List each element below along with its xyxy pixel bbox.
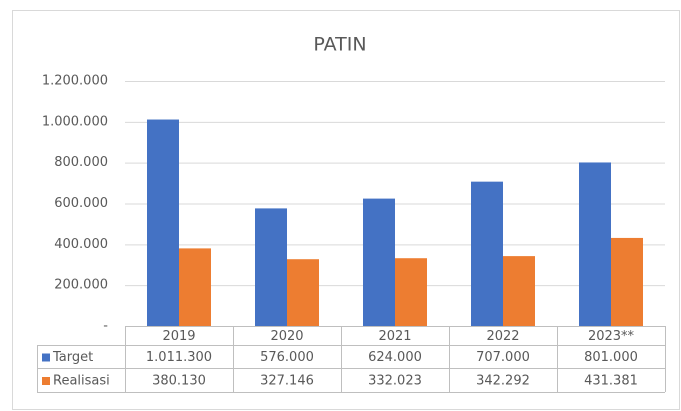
bar <box>579 162 611 326</box>
bar <box>147 119 179 327</box>
legend-label: Target <box>52 350 93 365</box>
x-tick-label: 2019 <box>162 329 195 344</box>
chart-title: PATIN <box>313 34 366 56</box>
table-value: 431.381 <box>584 374 638 389</box>
chart-frame <box>12 10 680 410</box>
table-value: 1.011.300 <box>146 350 212 365</box>
legend-key <box>42 377 50 385</box>
y-tick-label: 1.000.000 <box>42 114 108 129</box>
table-value: 801.000 <box>584 350 638 365</box>
x-tick-label: 2020 <box>270 329 303 344</box>
y-tick-label: 600.000 <box>54 196 108 211</box>
y-tick-label: 800.000 <box>54 155 108 170</box>
bar <box>611 237 643 326</box>
y-tick-label: 200.000 <box>54 278 108 293</box>
bar <box>471 181 503 326</box>
legend-label: Realisasi <box>53 374 110 389</box>
x-tick-label: 2022 <box>486 329 519 344</box>
y-tick-label: - <box>103 319 108 334</box>
bar <box>503 256 535 326</box>
x-tick-label: 2021 <box>378 329 411 344</box>
table-value: 332.023 <box>368 374 422 389</box>
legend-key <box>42 353 50 362</box>
y-tick-label: 400.000 <box>54 237 108 252</box>
table-value: 380.130 <box>152 374 206 389</box>
table-value: 342.292 <box>476 374 530 389</box>
table-value: 576.000 <box>260 350 314 365</box>
bar <box>363 198 395 326</box>
table-value: 624.000 <box>368 350 422 365</box>
bar <box>179 248 211 326</box>
table-value: 327.146 <box>260 374 314 389</box>
bar <box>255 208 287 326</box>
bar <box>395 258 427 326</box>
table-value: 707.000 <box>476 350 530 365</box>
y-tick-label: 1.200.000 <box>42 74 108 89</box>
x-tick-label: 2023** <box>588 329 635 344</box>
bar <box>287 259 319 326</box>
